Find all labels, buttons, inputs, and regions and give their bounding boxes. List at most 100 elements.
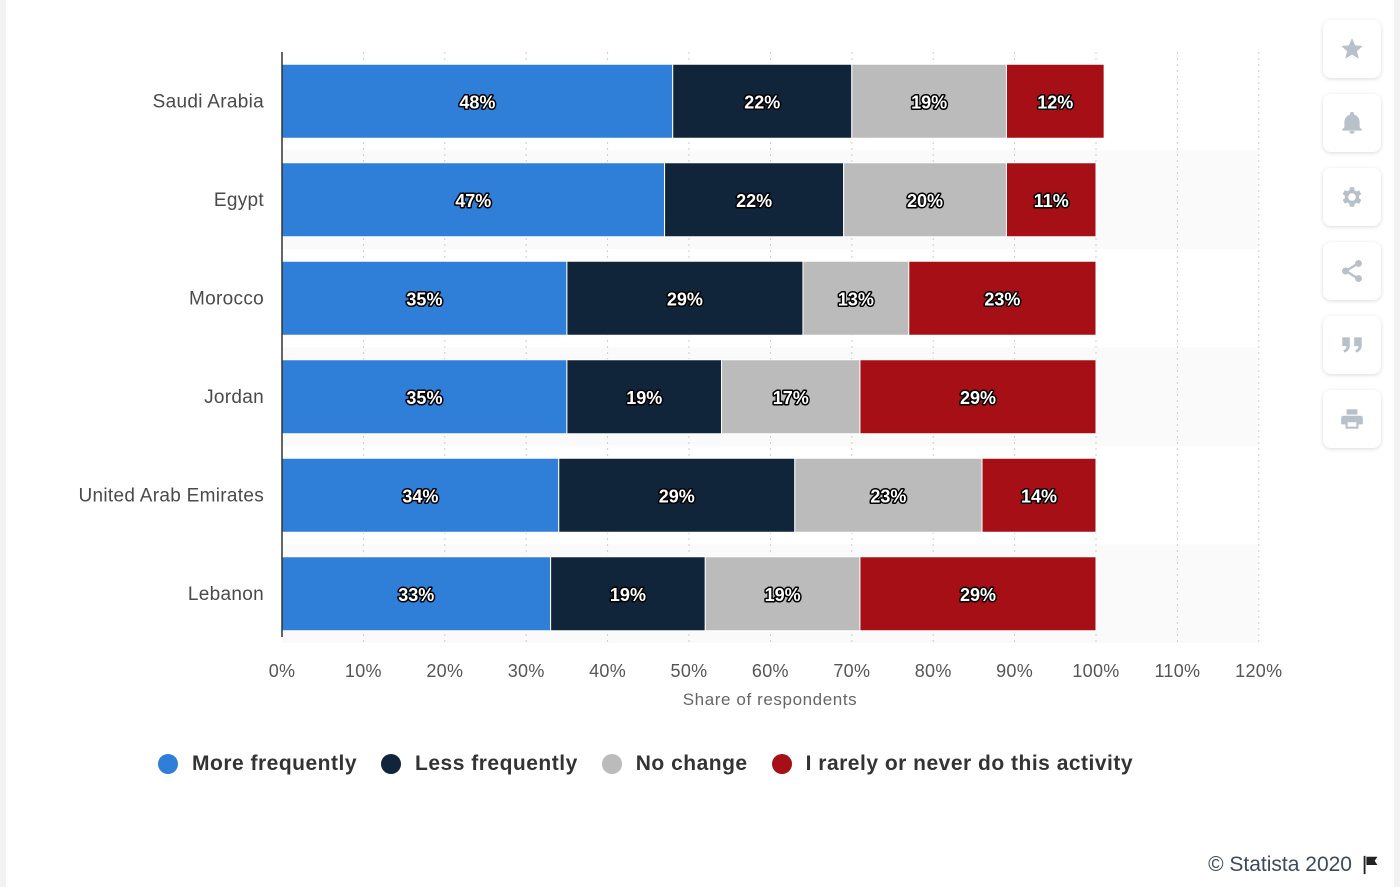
x-tick-label: 40% (589, 661, 626, 681)
x-axis-ticks: 0% 10% 20% 30% 40% 50% 60% 70% 80% 90% 100% 110% 120… (269, 661, 1282, 681)
bar-segment[interactable] (981, 457, 1097, 533)
data-label: 23% (870, 486, 906, 506)
data-label: 22% (744, 92, 780, 112)
x-axis-title: Share of respondents (683, 690, 858, 709)
bar-segment[interactable] (281, 457, 560, 533)
data-label: 19% (765, 585, 801, 605)
toolbar (1323, 20, 1381, 464)
legend-label: More frequently (192, 752, 358, 775)
stacked-bar-chart: 48% 22% 19% 12% 47% 22% 20% 11% 35% 29% 13% 23% 35% 1… (78, 52, 1282, 709)
print-icon (1341, 409, 1363, 429)
bar-segment[interactable] (721, 359, 861, 435)
bar-segment[interactable] (794, 457, 983, 533)
category-label: Saudi Arabia (153, 91, 264, 112)
legend-item[interactable]: I rarely or never do this activity (771, 752, 1134, 776)
data-label: 23% (984, 289, 1020, 309)
data-label: 19% (610, 585, 646, 605)
flag-icon[interactable] (1360, 854, 1382, 876)
cite-button[interactable] (1323, 316, 1381, 374)
x-tick-label: 60% (752, 661, 789, 681)
star-icon (1341, 38, 1363, 59)
category-label: Jordan (204, 387, 264, 408)
data-label: 17% (773, 388, 809, 408)
data-label: 20% (907, 191, 943, 211)
share-button[interactable] (1323, 242, 1381, 300)
favorite-button[interactable] (1323, 20, 1381, 78)
x-tick-label: 70% (833, 661, 870, 681)
x-tick-label: 80% (915, 661, 952, 681)
print-button[interactable] (1323, 390, 1381, 448)
data-label: 48% (459, 92, 495, 112)
data-label: 13% (838, 289, 874, 309)
data-label: 29% (667, 289, 703, 309)
x-tick-label: 10% (345, 661, 382, 681)
category-label: Morocco (189, 288, 264, 309)
bar-segment[interactable] (1005, 63, 1105, 139)
bell-icon (1342, 111, 1362, 134)
bar-segment[interactable] (704, 556, 861, 632)
legend-item[interactable]: No change (601, 752, 748, 776)
bar-segment[interactable] (1005, 162, 1097, 238)
bar-segment[interactable] (281, 63, 674, 139)
data-label: 29% (960, 388, 996, 408)
bar-segment[interactable] (566, 260, 804, 336)
bar-segment[interactable] (802, 260, 910, 336)
bar-segment[interactable] (558, 457, 796, 533)
legend-label: I rarely or never do this activity (805, 752, 1134, 775)
data-label: 19% (626, 388, 662, 408)
legend-item[interactable]: Less frequently (381, 752, 578, 776)
bar-segment[interactable] (281, 359, 568, 435)
data-label: 34% (402, 486, 438, 506)
bar-segment[interactable] (281, 260, 568, 336)
legend-item[interactable]: More frequently (158, 752, 357, 776)
bar-segment[interactable] (672, 63, 853, 139)
category-label: United Arab Emirates (78, 485, 264, 506)
category-label: Lebanon (188, 584, 264, 605)
legend-marker (158, 754, 178, 774)
legend-marker (601, 754, 622, 774)
legend-marker (381, 754, 402, 774)
legend-marker (771, 754, 792, 774)
data-label: 14% (1021, 486, 1057, 506)
share-icon (1342, 259, 1362, 283)
credits[interactable]: © Statista 2020 (1208, 853, 1382, 877)
legend-label: Less frequently (415, 752, 578, 775)
bar-segment[interactable] (859, 359, 1097, 435)
data-label: 33% (398, 585, 434, 605)
data-label: 35% (406, 289, 442, 309)
bar-segment[interactable] (851, 63, 1007, 139)
data-label: 12% (1037, 92, 1073, 112)
data-label: 29% (659, 486, 695, 506)
legend: More frequently Less frequently No change I… (158, 752, 1157, 776)
legend-label: No change (635, 752, 748, 775)
credits-text: © Statista 2020 (1208, 853, 1352, 876)
bar-segment[interactable] (843, 162, 1007, 238)
category-labels: Saudi Arabia Egypt Morocco Jordan United Ara… (78, 91, 264, 605)
gridlines (362, 52, 1260, 643)
bar-segment[interactable] (550, 556, 706, 632)
notification-button[interactable] (1323, 94, 1381, 152)
x-tick-label: 90% (996, 661, 1033, 681)
data-labels: 48% 22% 19% 12% 47% 22% 20% 11% 35% 29% 13% 23% 35% 1… (397, 91, 1075, 607)
bar-segment[interactable] (908, 260, 1097, 336)
data-label: 22% (736, 191, 772, 211)
x-tick-label: 100% (1072, 661, 1119, 681)
bars (281, 63, 1105, 632)
data-label: 47% (455, 191, 491, 211)
chart-card: 48% 22% 19% 12% 47% 22% 20% 11% 35% 29% 13% 23% 35% 1… (6, 0, 1394, 887)
settings-button[interactable] (1323, 168, 1381, 226)
x-tick-label: 30% (508, 661, 545, 681)
x-tick-label: 120% (1235, 661, 1282, 681)
bar-segment[interactable] (859, 556, 1097, 632)
data-label: 19% (911, 92, 947, 112)
quote-icon (1342, 337, 1362, 353)
gear-icon (1342, 187, 1362, 207)
data-label: 35% (406, 388, 442, 408)
bar-segment[interactable] (664, 162, 845, 238)
category-label: Egypt (214, 190, 265, 211)
x-tick-label: 110% (1154, 661, 1200, 681)
bar-segment[interactable] (281, 556, 552, 632)
x-tick-label: 0% (269, 661, 296, 681)
data-label: 11% (1034, 191, 1069, 211)
data-label: 29% (960, 585, 996, 605)
